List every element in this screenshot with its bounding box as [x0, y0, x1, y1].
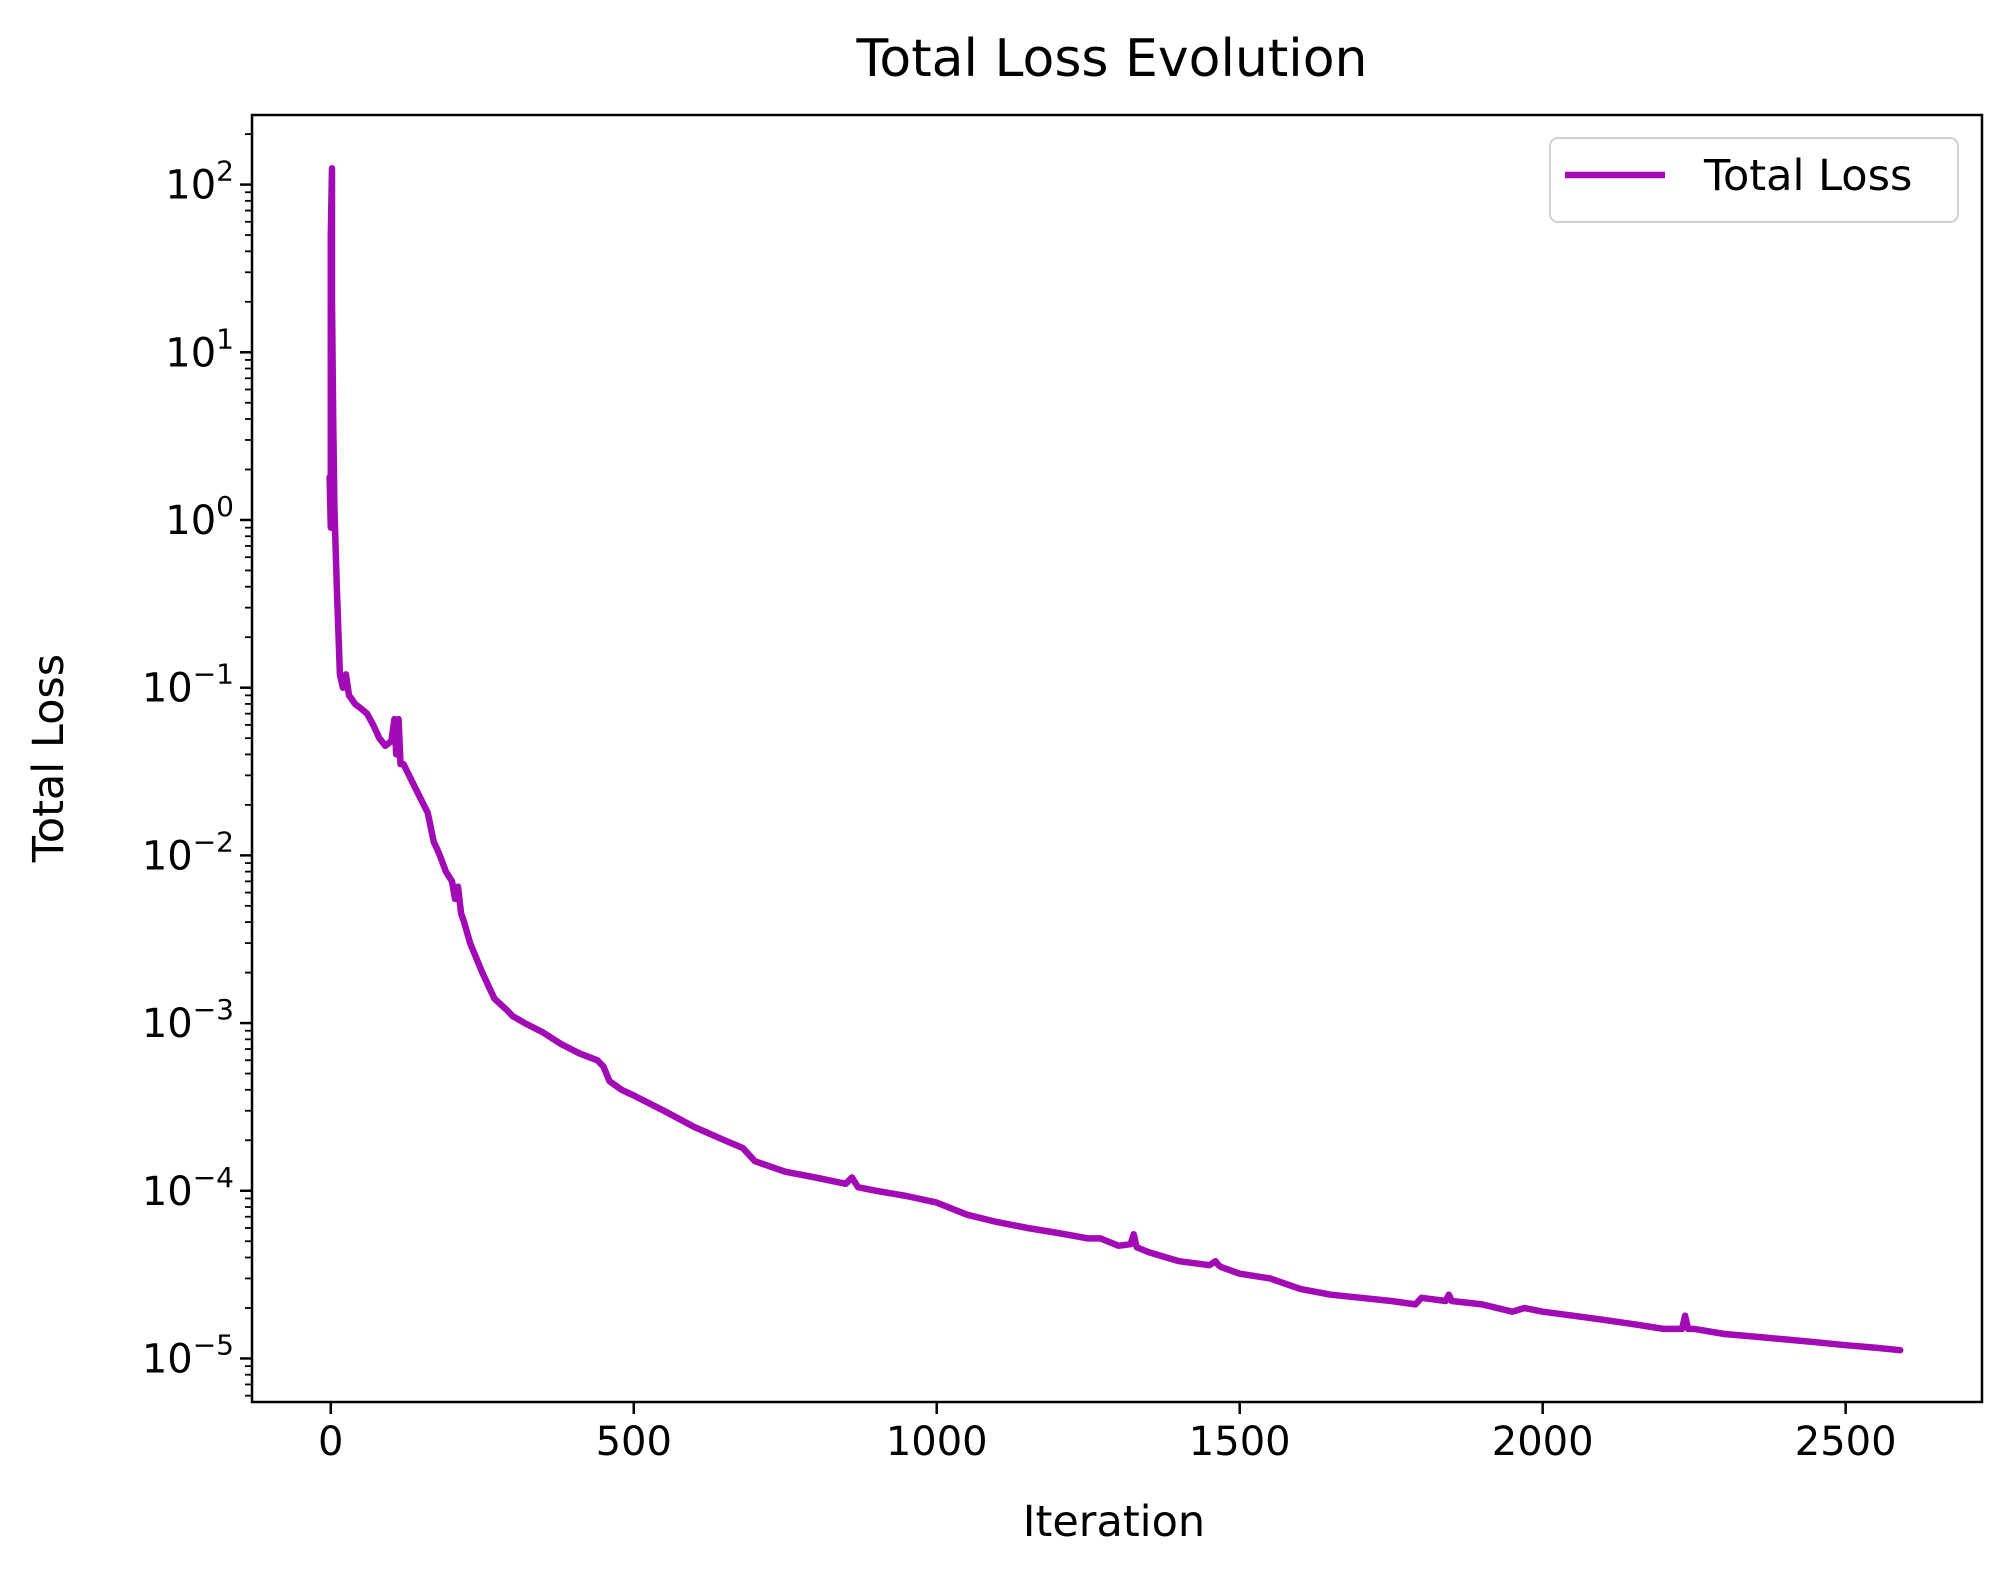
y-tick-label: 10−2 — [142, 825, 234, 879]
total-loss-line — [326, 165, 1904, 1354]
x-tick-label: 1000 — [886, 1419, 988, 1465]
y-tick-base: 10 — [142, 1336, 193, 1382]
plot-area-frame — [250, 113, 1984, 1404]
y-tick-label: 100 — [165, 490, 234, 544]
legend: Total Loss — [1549, 137, 1959, 223]
y-tick-base: 10 — [142, 833, 193, 879]
x-tick-label: 2000 — [1492, 1419, 1594, 1465]
y-tick-exponent: −3 — [193, 993, 234, 1026]
legend-label-total-loss: Total Loss — [1703, 151, 1912, 201]
y-tick-exponent: −5 — [193, 1328, 234, 1361]
y-tick-exponent: 2 — [216, 155, 234, 188]
chart-title: Total Loss Evolution — [855, 29, 1367, 89]
x-tick-label: 500 — [596, 1419, 672, 1465]
x-axis-ticks: 0 500 1000 1500 2000 2500 — [318, 1402, 1897, 1465]
y-tick-label: 101 — [165, 322, 234, 376]
y-axis-minor-ticks — [245, 133, 252, 1397]
x-tick-label: 1500 — [1189, 1419, 1291, 1465]
y-tick-label: 10−5 — [142, 1328, 234, 1382]
y-tick-label: 10−4 — [142, 1161, 234, 1215]
y-tick-label: 10−1 — [142, 658, 234, 712]
loss-line-group — [326, 165, 1904, 1354]
y-tick-base: 10 — [165, 330, 216, 376]
legend-box — [1549, 137, 1959, 223]
y-tick-exponent: 0 — [216, 490, 234, 523]
y-axis-label: Total Loss — [24, 654, 74, 863]
y-tick-base: 10 — [142, 666, 193, 712]
y-tick-exponent: −2 — [193, 825, 234, 858]
y-tick-exponent: −4 — [193, 1161, 234, 1194]
x-axis-label: Iteration — [1023, 1497, 1205, 1547]
y-tick-exponent: 1 — [216, 322, 234, 355]
y-tick-base: 10 — [165, 163, 216, 209]
y-tick-base: 10 — [142, 1001, 193, 1047]
y-tick-base: 10 — [165, 498, 216, 544]
x-tick-label: 2500 — [1795, 1419, 1897, 1465]
y-tick-base: 10 — [142, 1169, 193, 1215]
y-tick-exponent: −1 — [193, 658, 234, 691]
x-tick-label: 0 — [318, 1419, 343, 1465]
y-tick-label: 102 — [165, 155, 234, 209]
y-tick-label: 10−3 — [142, 993, 234, 1047]
